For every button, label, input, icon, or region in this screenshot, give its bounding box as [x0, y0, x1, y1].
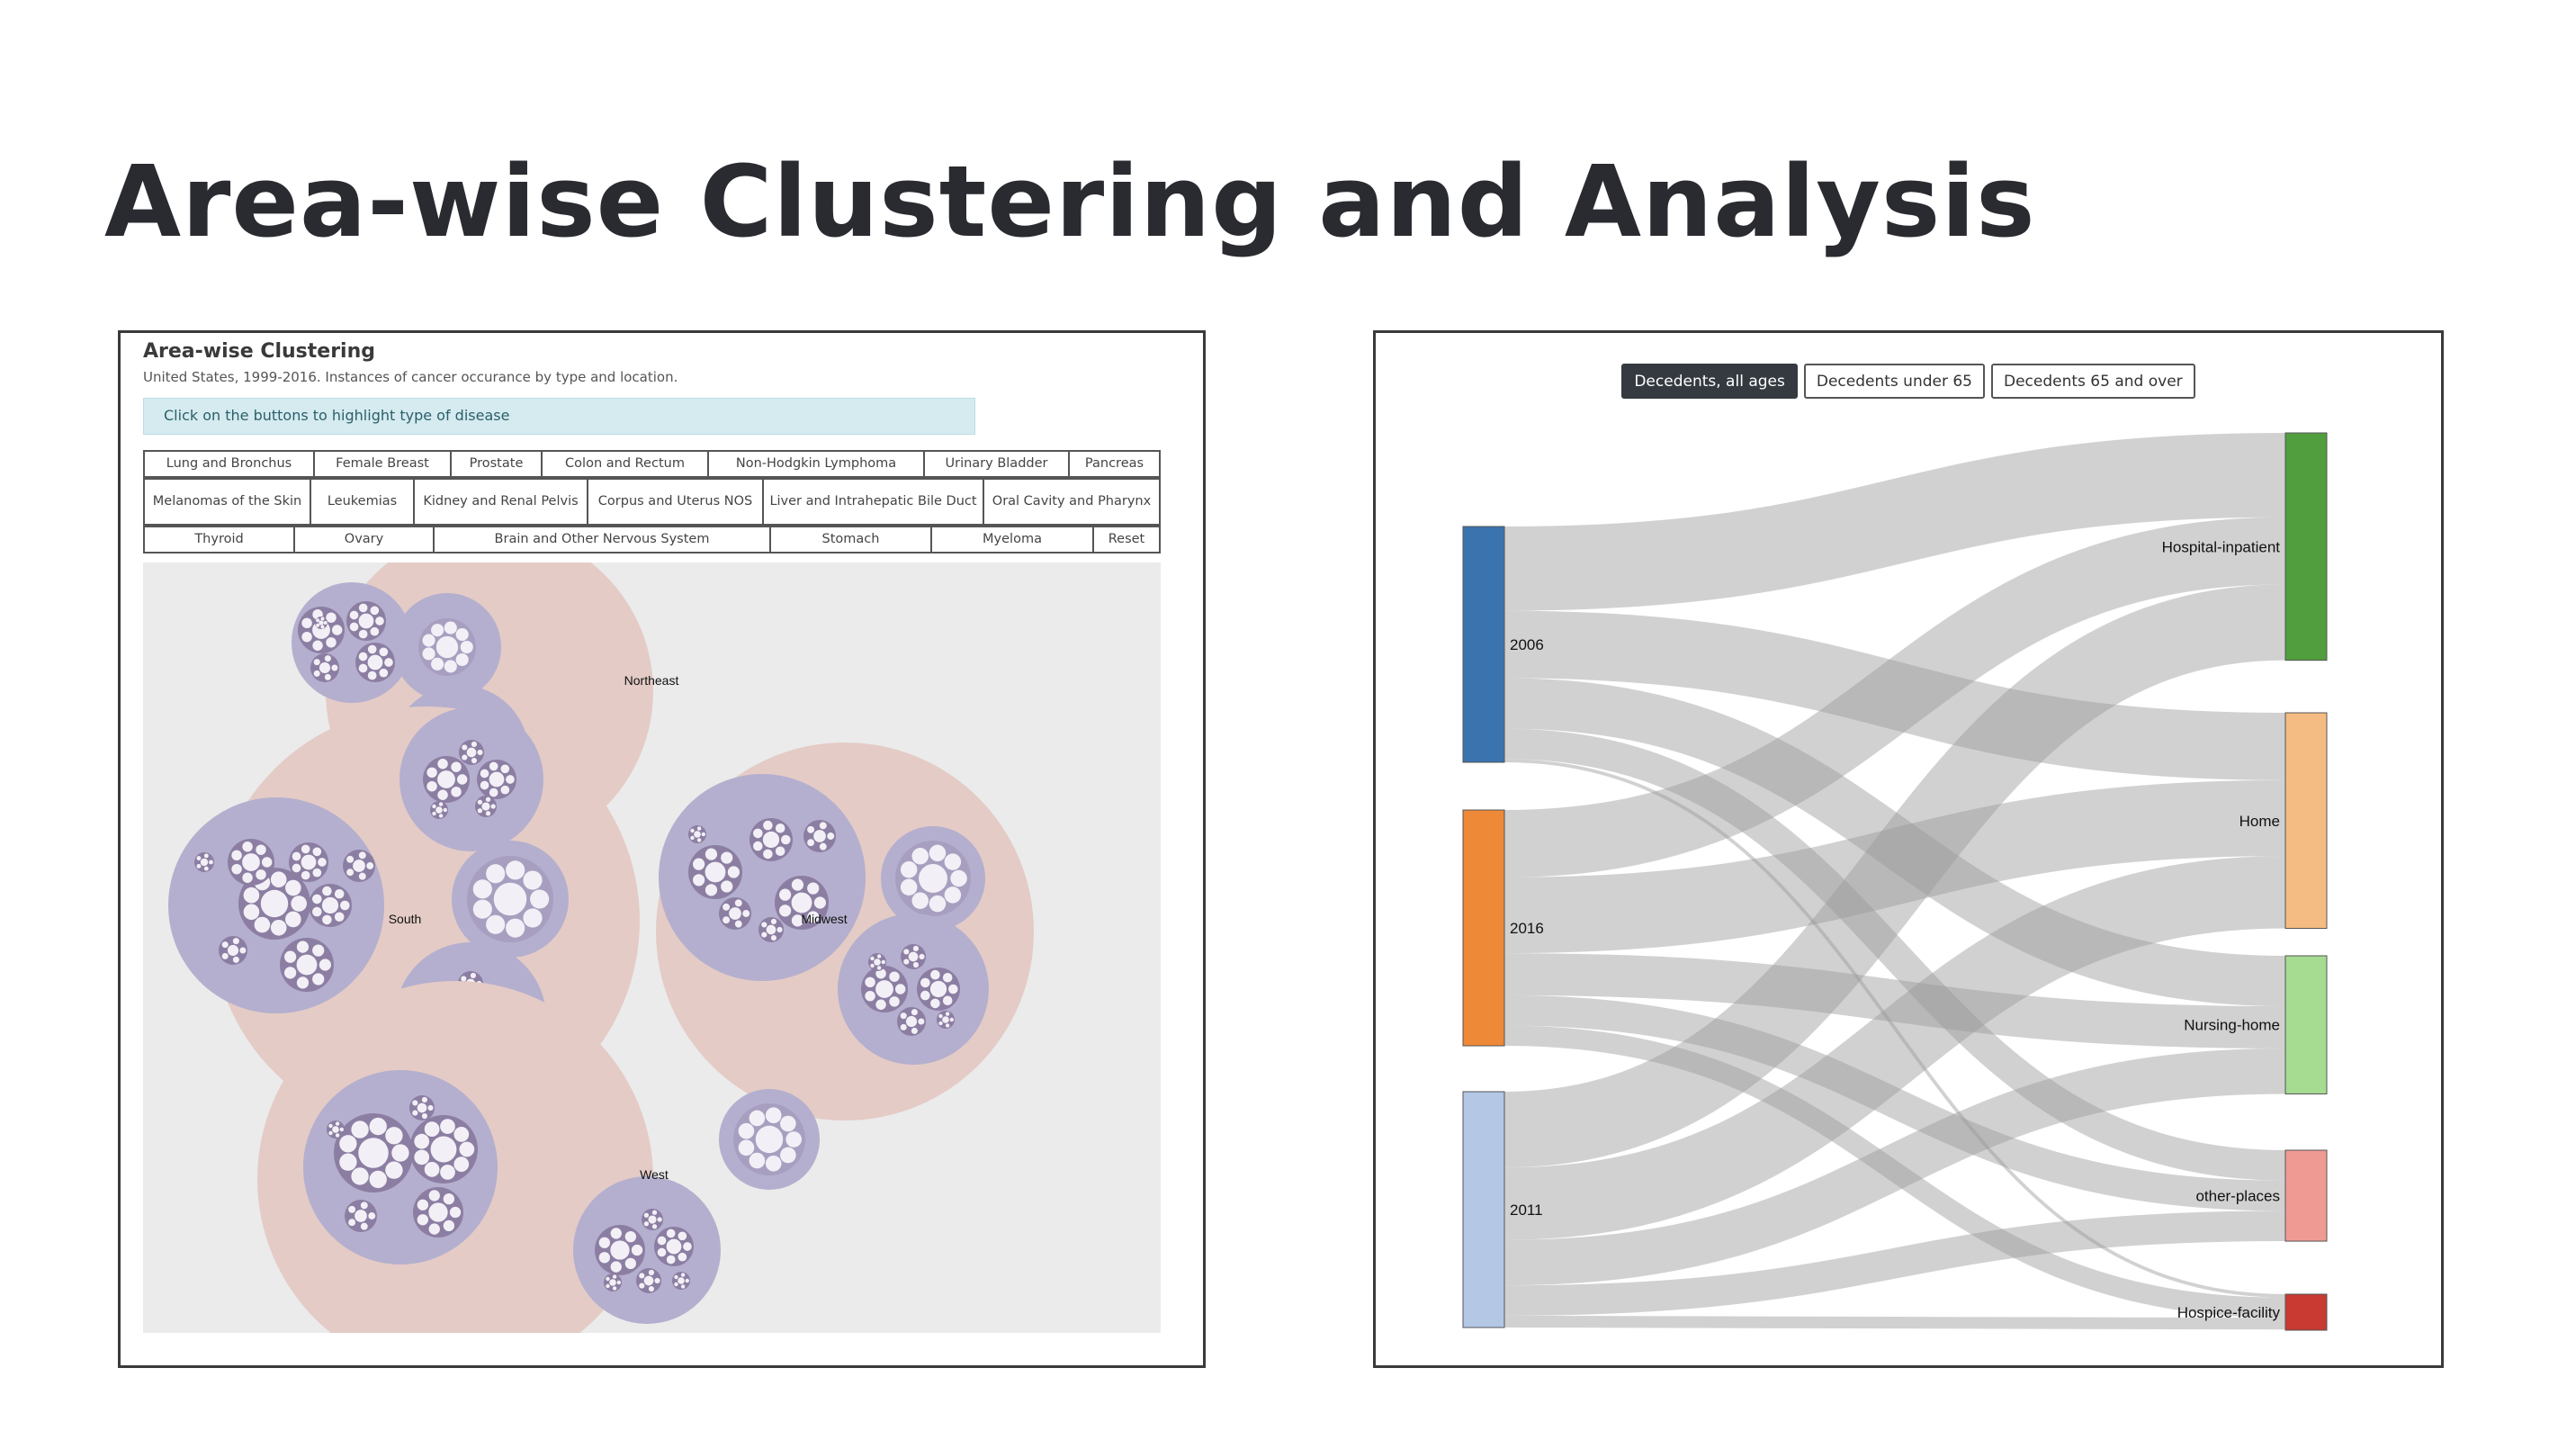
non-hodgkin-lymphoma-button[interactable]: Non-Hodgkin Lymphoma — [707, 450, 923, 478]
sankey-node-label: 2006 — [1510, 636, 1544, 653]
region-label: Midwest — [801, 912, 847, 926]
pancreas-button[interactable]: Pancreas — [1068, 450, 1161, 478]
sankey-node-label: Home — [2239, 813, 2280, 830]
sankey-link[interactable] — [1503, 433, 2286, 611]
sankey-link[interactable] — [1503, 728, 2286, 1181]
sankey-link[interactable] — [1503, 678, 2286, 1007]
corpus-and-uterus-button[interactable]: Corpus and Uterus NOS — [587, 478, 762, 526]
liver-and-bile-duct-button[interactable]: Liver and Intrahepatic Bile Duct — [762, 478, 983, 526]
melanomas-button[interactable]: Melanomas of the Skin — [143, 478, 310, 526]
sankey-node-label: Hospice-facility — [2177, 1304, 2281, 1321]
leukemias-button[interactable]: Leukemias — [310, 478, 413, 526]
state-cluster[interactable] — [292, 582, 412, 703]
tab-under-65[interactable]: Decedents under 65 — [1803, 364, 1985, 399]
sankey-node-label: other-places — [2195, 1188, 2280, 1205]
sankey-link[interactable] — [1503, 759, 2286, 1298]
sankey-link[interactable] — [1503, 517, 2286, 878]
urinary-bladder-button[interactable]: Urinary Bladder — [923, 450, 1068, 478]
sankey-node-hospital-inpatient[interactable] — [2284, 432, 2328, 662]
region-label: South — [389, 912, 422, 926]
lung-and-bronchus-button[interactable]: Lung and Bronchus — [143, 450, 313, 478]
colon-and-rectum-button[interactable]: Colon and Rectum — [541, 450, 707, 478]
region-west[interactable]: West — [257, 981, 820, 1333]
state-cluster[interactable] — [838, 914, 989, 1065]
sankey-link[interactable] — [1503, 994, 2286, 1211]
sankey-node-label: Nursing-home — [2184, 1017, 2280, 1034]
state-cluster[interactable] — [659, 774, 866, 981]
sankey-node-nursing-home[interactable] — [2284, 955, 2328, 1094]
prostate-button[interactable]: Prostate — [450, 450, 541, 478]
sankey-panel: Decedents, all ages Decedents under 65 D… — [1373, 330, 2444, 1368]
sankey-link[interactable] — [1503, 584, 2286, 1168]
stomach-button[interactable]: Stomach — [769, 526, 930, 554]
tab-65-and-over[interactable]: Decedents 65 and over — [1991, 364, 2195, 399]
panel-heading: Area-wise Clustering — [143, 340, 375, 363]
sankey-node-label: 2016 — [1510, 920, 1544, 937]
state-cluster[interactable] — [881, 826, 985, 931]
disease-button-row-1: Lung and Bronchus Female Breast Prostate… — [143, 450, 1161, 478]
sankey-node-other-places[interactable] — [2284, 1149, 2328, 1242]
sankey-link[interactable] — [1503, 1315, 2286, 1330]
disease-button-row-3: Thyroid Ovary Brain and Other Nervous Sy… — [143, 526, 1161, 554]
state-cluster[interactable] — [168, 797, 384, 1013]
sankey-node-2011[interactable] — [1462, 1091, 1505, 1328]
region-label: West — [640, 1167, 669, 1182]
sankey-link[interactable] — [1503, 953, 2286, 1048]
region-midwest[interactable]: Midwest — [656, 742, 1034, 1120]
sankey-node-2016[interactable] — [1462, 809, 1505, 1047]
tab-all-ages[interactable]: Decedents, all ages — [1621, 364, 1798, 399]
sankey-links — [1503, 433, 2286, 1330]
state-cluster[interactable] — [399, 707, 543, 851]
kidney-and-renal-pelvis-button[interactable]: Kidney and Renal Pelvis — [413, 478, 587, 526]
cluster-chart[interactable]: Northeast South Midwest West — [143, 562, 1161, 1333]
state-cluster[interactable] — [719, 1089, 820, 1190]
sankey-node-2006[interactable] — [1462, 526, 1505, 763]
sankey-link[interactable] — [1503, 610, 2286, 780]
brain-and-nervous-system-button[interactable]: Brain and Other Nervous System — [433, 526, 769, 554]
cluster-bubble-svg[interactable]: Northeast South Midwest West — [143, 562, 1161, 1333]
age-tab-bar: Decedents, all ages Decedents under 65 D… — [1376, 364, 2441, 399]
myeloma-button[interactable]: Myeloma — [930, 526, 1092, 554]
ovary-button[interactable]: Ovary — [293, 526, 433, 554]
sankey-link[interactable] — [1503, 856, 2286, 1240]
sankey-chart[interactable]: 2006 2016 2011 Hospital-inpatient Home Nursin… — [1376, 333, 2441, 1365]
female-breast-button[interactable]: Female Breast — [313, 450, 450, 478]
state-cluster[interactable] — [573, 1176, 721, 1324]
sankey-node-label: 2011 — [1510, 1202, 1543, 1219]
panel-subtitle: United States, 1999-2016. Instances of c… — [143, 369, 678, 385]
slide-title: Area-wise Clustering and Analysis — [104, 144, 2036, 259]
sankey-node-home[interactable] — [2284, 712, 2328, 930]
oral-cavity-and-pharynx-button[interactable]: Oral Cavity and Pharynx — [983, 478, 1161, 526]
sankey-node-hospice-facility[interactable] — [2284, 1293, 2328, 1331]
reset-button[interactable]: Reset — [1092, 526, 1161, 554]
thyroid-button[interactable]: Thyroid — [143, 526, 293, 554]
sankey-node-label: Hospital-inpatient — [2162, 538, 2281, 555]
sankey-link[interactable] — [1503, 779, 2286, 954]
sankey-link[interactable] — [1503, 1025, 2286, 1318]
area-clustering-panel: Area-wise Clustering United States, 1999… — [118, 330, 1206, 1368]
region-label: Northeast — [624, 673, 679, 688]
state-cluster[interactable] — [393, 593, 501, 701]
state-cluster[interactable] — [452, 841, 569, 958]
state-cluster[interactable] — [303, 1070, 498, 1264]
disease-button-row-2: Melanomas of the Skin Leukemias Kidney a… — [143, 478, 1161, 526]
sankey-link[interactable] — [1503, 1210, 2286, 1316]
hint-banner: Click on the buttons to highlight type o… — [143, 398, 975, 435]
sankey-link[interactable] — [1503, 1048, 2286, 1286]
